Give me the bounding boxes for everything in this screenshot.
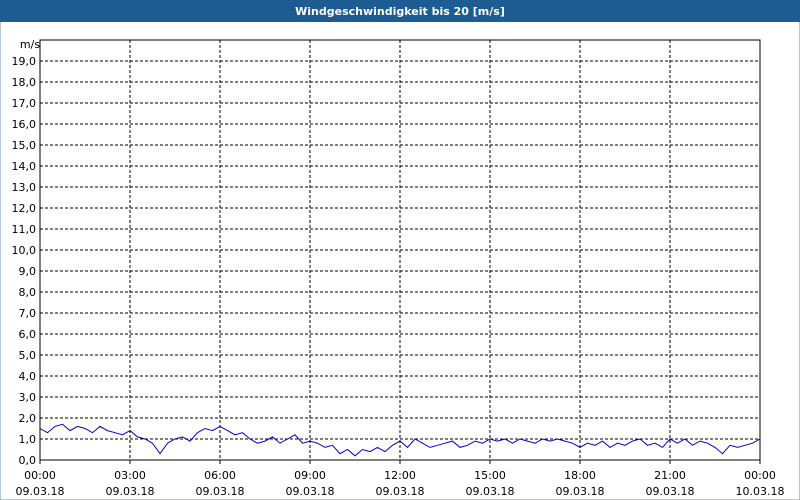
y-tick-label: 0,0 [19,454,37,467]
x-tick-label: 12:00 09.03.18 [376,469,425,498]
x-tick-label: 06:00 09.03.18 [196,469,245,498]
y-tick-label: 5,0 [19,349,37,362]
plot-border [39,39,761,461]
y-axis-label: m/s [20,38,40,51]
y-tick-label: 10,0 [12,244,37,257]
x-tick-label: 09:00 09.03.18 [286,469,335,498]
y-tick-label: 7,0 [19,307,37,320]
y-tick-label: 6,0 [19,328,37,341]
y-tick-label: 2,0 [19,412,37,425]
y-tick-label: 9,0 [19,265,37,278]
y-tick-label: 12,0 [12,202,37,215]
x-tick-label: 00:00 10.03.18 [736,469,785,498]
y-tick-label: 19,0 [12,55,37,68]
y-tick-label: 8,0 [19,286,37,299]
data-line [39,423,761,457]
y-tick-label: 11,0 [12,223,37,236]
y-tick-label: 17,0 [12,97,37,110]
y-tick-label: 3,0 [19,391,37,404]
y-tick-label: 18,0 [12,76,37,89]
y-tick-label: 15,0 [12,139,37,152]
x-tick-label: 21:00 09.03.18 [646,469,695,498]
y-tick-label: 14,0 [12,160,37,173]
x-tick-label: 03:00 09.03.18 [106,469,155,498]
x-tick-label: 15:00 09.03.18 [466,469,515,498]
y-tick-label: 16,0 [12,118,37,131]
y-tick-label: 13,0 [12,181,37,194]
x-tick-label: 00:00 09.03.18 [16,469,65,498]
y-tick-label: 1,0 [19,433,37,446]
y-tick-label: 4,0 [19,370,37,383]
x-tick-label: 18:00 09.03.18 [556,469,605,498]
chart-title: Windgeschwindigkeit bis 20 [m/s] [295,5,505,18]
title-bar [0,0,800,22]
